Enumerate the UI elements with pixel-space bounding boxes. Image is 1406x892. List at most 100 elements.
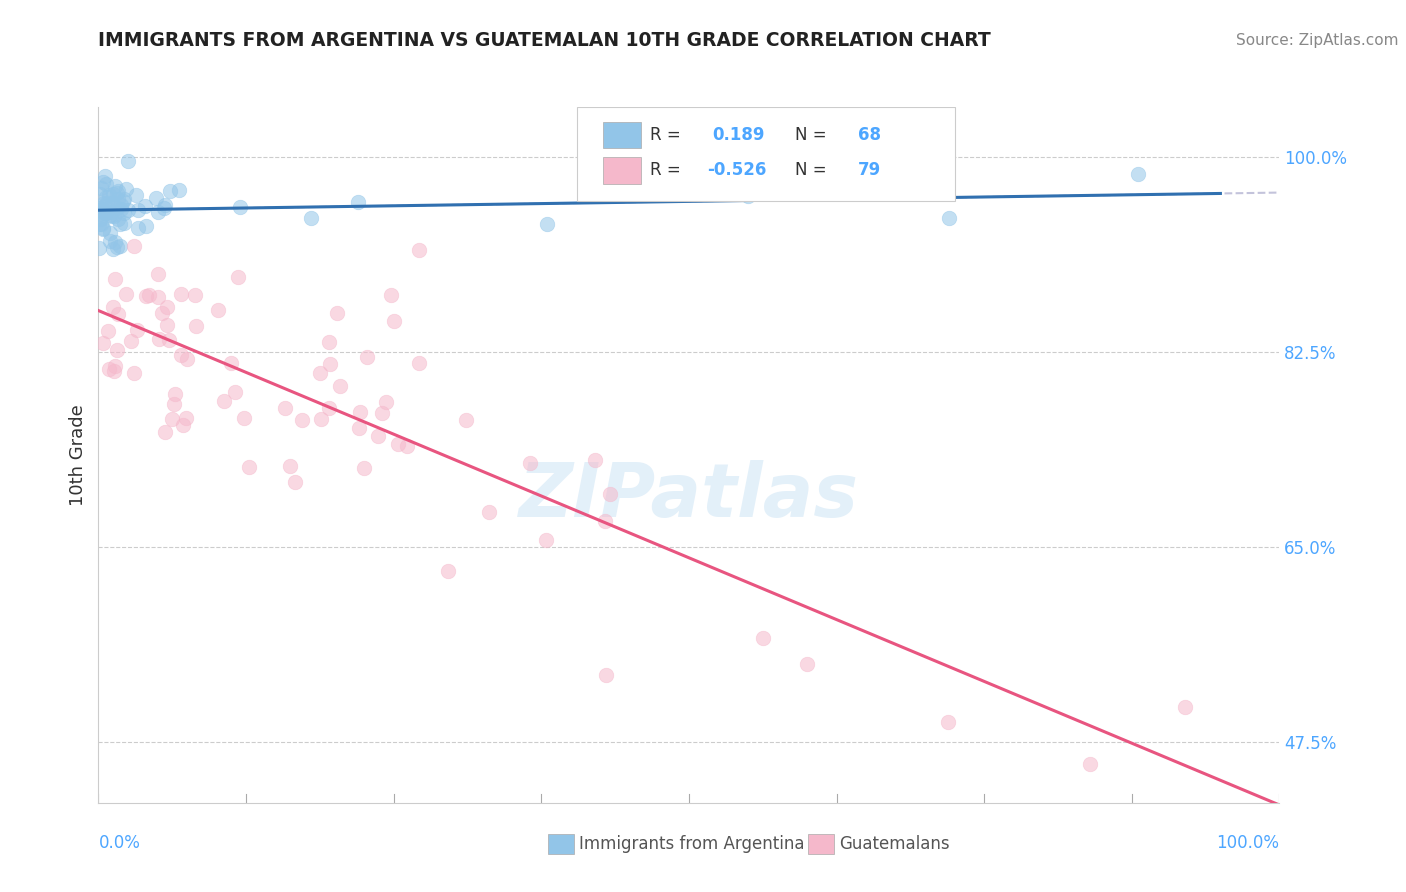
Point (380, 288, 402, 302)
Point (90, 217, 112, 231)
Point (87, 217, 110, 231)
Point (146, 205, 169, 219)
Point (93, 221, 115, 235)
Point (90, 202, 112, 216)
Point (103, 209, 125, 223)
Point (100, 204, 122, 219)
Point (156, 300, 179, 314)
Point (103, 300, 125, 314)
Point (103, 243, 125, 257)
Point (94, 206, 117, 220)
Point (135, 289, 157, 303)
Point (100, 209, 122, 223)
Point (936, 715, 959, 730)
Point (367, 429, 389, 443)
FancyBboxPatch shape (576, 107, 955, 201)
Point (356, 350, 378, 364)
Point (595, 515, 617, 529)
Point (90, 180, 112, 194)
Point (89, 201, 111, 215)
Point (155, 198, 177, 212)
Point (328, 379, 350, 393)
Point (347, 194, 370, 209)
Point (89, 186, 111, 201)
Point (375, 395, 398, 409)
Point (226, 270, 249, 285)
Point (167, 183, 190, 197)
Text: N =: N = (796, 161, 827, 179)
Point (89, 202, 111, 217)
Point (107, 193, 129, 207)
Point (353, 461, 375, 475)
Point (124, 188, 146, 202)
Point (135, 219, 157, 234)
Point (91, 222, 114, 236)
Point (87, 241, 110, 255)
Point (169, 286, 191, 301)
Point (349, 404, 371, 418)
Point (148, 332, 170, 346)
Point (117, 203, 139, 218)
Point (156, 318, 179, 332)
Text: -0.526: -0.526 (707, 161, 766, 179)
Point (284, 475, 307, 490)
Point (437, 564, 460, 578)
Point (98, 208, 121, 222)
Point (737, 189, 759, 203)
Point (224, 385, 246, 400)
Point (120, 334, 142, 348)
Text: 100.0%: 100.0% (1216, 834, 1279, 852)
Text: 68: 68 (858, 126, 880, 144)
Point (152, 202, 174, 216)
Point (163, 397, 186, 411)
Point (104, 235, 127, 249)
Point (1174, 699, 1197, 714)
Point (174, 410, 197, 425)
Point (105, 239, 128, 253)
Point (122, 366, 145, 380)
Point (233, 410, 256, 425)
Text: 0.0%: 0.0% (98, 834, 141, 852)
Point (103, 364, 125, 378)
Point (105, 186, 128, 201)
Point (146, 290, 169, 304)
Point (278, 459, 301, 474)
Point (219, 356, 242, 370)
Point (159, 184, 181, 198)
Point (157, 333, 180, 347)
Point (229, 200, 252, 214)
Point (94, 190, 117, 204)
Point (796, 657, 818, 671)
Point (97, 188, 120, 202)
Point (371, 406, 394, 420)
Point (176, 351, 198, 366)
Point (387, 437, 409, 451)
Point (519, 456, 541, 470)
Point (309, 411, 332, 425)
Point (170, 348, 193, 362)
Point (107, 308, 129, 322)
Point (396, 439, 419, 453)
Point (122, 239, 145, 253)
Point (110, 202, 132, 216)
Point (112, 192, 135, 206)
Point (145, 191, 167, 205)
Point (1080, 756, 1102, 771)
Point (172, 418, 194, 433)
Point (87, 207, 110, 221)
Point (456, 413, 478, 427)
Point (93, 195, 115, 210)
Point (107, 184, 129, 198)
Point (94, 169, 117, 184)
Text: R =: R = (650, 161, 681, 179)
Point (110, 197, 132, 211)
Text: ZIPatlas: ZIPatlas (519, 460, 859, 533)
Text: IMMIGRANTS FROM ARGENTINA VS GUATEMALAN 10TH GRADE CORRELATION CHART: IMMIGRANTS FROM ARGENTINA VS GUATEMALAN … (98, 30, 991, 50)
Text: R =: R = (650, 126, 681, 144)
Text: N =: N = (796, 126, 827, 144)
Point (103, 186, 125, 201)
Point (94, 199, 117, 213)
Point (97, 324, 120, 338)
Point (536, 217, 558, 231)
Point (274, 401, 297, 416)
